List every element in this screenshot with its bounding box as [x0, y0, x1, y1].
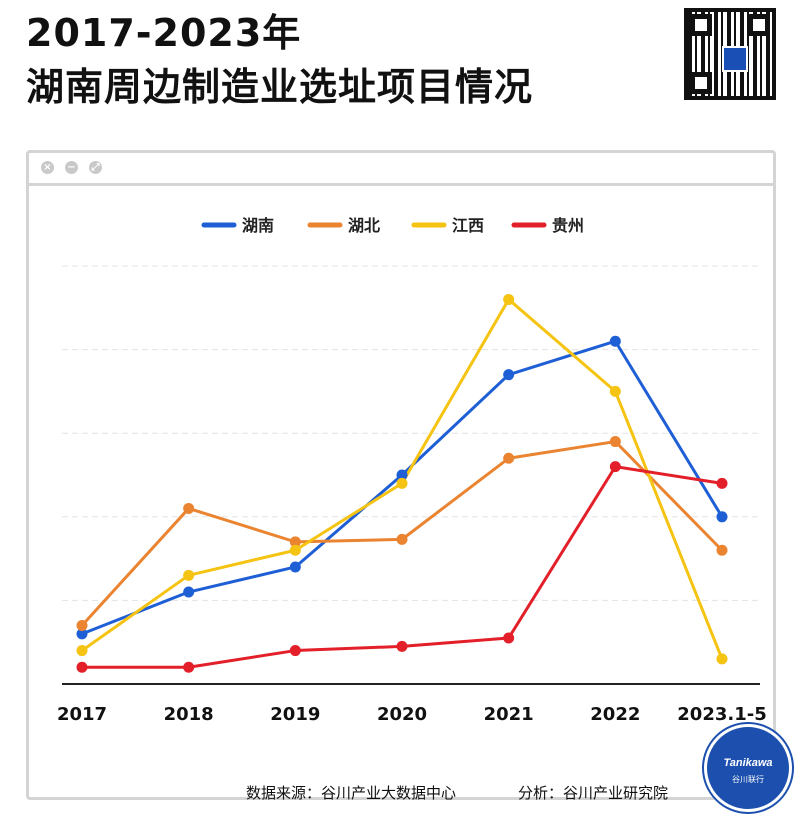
data-point-湖南-2020	[396, 469, 408, 481]
data-point-湖北-2020	[396, 533, 408, 545]
series-line-贵州	[82, 465, 723, 669]
data-point-江西-2017	[76, 645, 88, 657]
data-point-贵州-2022	[609, 461, 621, 473]
data-point-江西-2021	[503, 293, 515, 305]
legend-label-湖南: 湖南	[242, 216, 274, 235]
data-point-贵州-2017	[76, 661, 88, 673]
data-point-江西-2023.1-5	[716, 653, 728, 665]
page-title-line-1: 2017-2023年	[26, 11, 302, 55]
x-tick-label-2018: 2018	[164, 704, 214, 725]
data-point-贵州-2023.1-5	[716, 477, 728, 489]
badge-brand-sub: 谷川联行	[732, 775, 764, 784]
qr-corner-marker	[690, 72, 712, 94]
data-source-note: 数据来源：谷川产业大数据中心	[246, 784, 457, 802]
data-point-湖北-2018	[183, 502, 195, 514]
legend-label-湖北: 湖北	[348, 216, 380, 235]
data-point-江西-2019	[289, 544, 301, 556]
qr-center-logo	[722, 46, 748, 72]
data-point-湖南-2018	[183, 586, 195, 598]
data-point-江西-2020	[396, 477, 408, 489]
data-point-湖北-2017	[76, 619, 88, 631]
window-maximize-button[interactable]: ⤢	[89, 161, 102, 174]
data-point-湖南-2022	[609, 335, 621, 347]
data-point-湖北-2019	[289, 536, 301, 548]
data-point-江西-2022	[609, 385, 621, 397]
legend-label-贵州: 贵州	[552, 216, 584, 235]
data-point-湖南-2019	[289, 561, 301, 573]
window-close-button[interactable]: ×	[41, 161, 54, 174]
page-title-line-2: 湖南周边制造业选址项目情况	[26, 65, 534, 109]
data-point-湖北-2021	[503, 452, 515, 464]
data-point-贵州-2019	[289, 645, 301, 657]
tanikawa-logo-badge: Tanikawa 谷川联行	[704, 724, 792, 812]
x-tick-label-2020: 2020	[377, 704, 427, 725]
analysis-credit-note: 分析：谷川产业研究院	[518, 784, 669, 802]
legend-label-江西: 江西	[452, 216, 484, 235]
window-title-bar: × − ⤢	[29, 153, 773, 186]
x-tick-label-2023.1-5: 2023.1-5	[677, 704, 766, 725]
data-point-贵州-2020	[396, 640, 408, 652]
data-point-湖北-2023.1-5	[716, 544, 728, 556]
data-point-贵州-2018	[183, 661, 195, 673]
x-tick-label-2017: 2017	[57, 704, 107, 725]
data-point-湖北-2022	[609, 436, 621, 448]
window-minimize-button[interactable]: −	[65, 161, 78, 174]
x-tick-label-2022: 2022	[590, 704, 640, 725]
data-point-湖南-2021	[503, 369, 515, 381]
badge-brand-name: Tanikawa	[723, 757, 773, 769]
x-tick-label-2019: 2019	[270, 704, 320, 725]
x-tick-label-2021: 2021	[484, 704, 534, 725]
data-point-江西-2018	[183, 569, 195, 581]
data-point-贵州-2021	[503, 632, 515, 644]
qr-code-image	[684, 8, 776, 100]
data-point-湖南-2023.1-5	[716, 511, 728, 523]
data-point-湖南-2017	[76, 628, 88, 640]
